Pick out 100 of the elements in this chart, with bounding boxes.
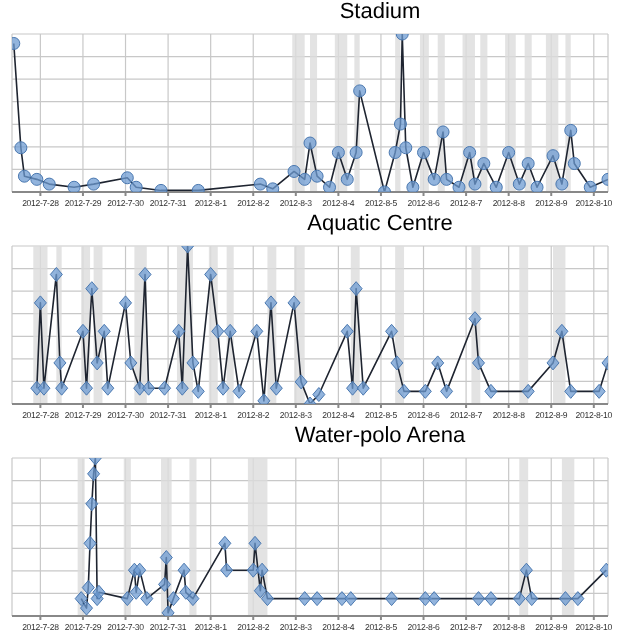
point <box>124 355 138 371</box>
point <box>269 380 283 396</box>
point <box>53 355 67 371</box>
point <box>260 591 274 607</box>
point <box>186 355 200 371</box>
point <box>179 584 193 600</box>
point <box>223 323 237 339</box>
point <box>431 355 445 371</box>
point <box>310 169 324 183</box>
point <box>340 172 354 186</box>
point <box>567 157 581 171</box>
point <box>468 177 482 191</box>
point <box>418 383 432 399</box>
point <box>349 281 363 297</box>
point <box>85 496 99 512</box>
point <box>390 355 404 371</box>
chart-title: Water-polo Arena <box>292 424 468 450</box>
point <box>436 125 450 139</box>
point <box>87 466 101 482</box>
point <box>14 141 28 155</box>
point <box>353 84 367 98</box>
point <box>484 383 498 399</box>
point <box>90 355 104 371</box>
point <box>49 266 63 282</box>
point <box>310 591 324 607</box>
point <box>17 169 31 183</box>
point <box>592 383 606 399</box>
point <box>204 266 218 282</box>
point <box>67 180 81 192</box>
point <box>472 591 486 607</box>
point <box>388 146 402 159</box>
point <box>521 383 535 399</box>
point <box>257 393 271 404</box>
point <box>340 323 354 339</box>
point <box>417 146 431 159</box>
point <box>427 172 441 186</box>
point <box>218 535 232 551</box>
point <box>253 583 267 599</box>
point <box>37 380 51 396</box>
chart-title: Stadium <box>337 0 423 26</box>
point <box>119 295 133 311</box>
point <box>177 562 191 578</box>
point <box>158 380 172 396</box>
point <box>519 562 533 578</box>
point <box>525 591 539 607</box>
point <box>129 180 143 192</box>
point <box>463 146 477 159</box>
point <box>564 123 578 137</box>
point <box>385 591 399 607</box>
point <box>80 600 93 616</box>
point <box>583 180 597 192</box>
point <box>92 584 106 600</box>
point <box>250 323 264 339</box>
point <box>253 177 267 191</box>
point <box>489 180 503 192</box>
point <box>406 180 420 192</box>
point <box>255 562 269 578</box>
point <box>530 180 544 192</box>
point <box>248 535 262 551</box>
point <box>33 295 47 311</box>
point <box>512 591 526 607</box>
point <box>393 117 407 131</box>
chart-title: Aquatic Centre <box>305 212 455 238</box>
point <box>120 171 134 185</box>
point <box>356 380 370 396</box>
point <box>546 355 560 371</box>
point <box>484 591 498 607</box>
point <box>85 281 99 297</box>
point <box>440 172 454 186</box>
point <box>555 177 569 191</box>
point <box>303 136 317 150</box>
point <box>427 591 441 607</box>
point <box>312 387 326 403</box>
point <box>323 180 337 192</box>
point <box>344 591 358 607</box>
point <box>120 591 134 607</box>
point <box>216 380 230 396</box>
point <box>232 383 246 399</box>
point <box>331 146 345 159</box>
point <box>349 146 363 159</box>
point <box>558 591 572 607</box>
point <box>440 383 454 399</box>
point <box>142 380 156 396</box>
point <box>133 562 147 578</box>
point <box>472 355 486 371</box>
point <box>129 584 143 600</box>
point <box>346 380 360 396</box>
point <box>158 576 172 592</box>
point <box>397 383 411 399</box>
point <box>399 141 413 155</box>
point <box>521 157 535 171</box>
point <box>166 591 180 607</box>
point <box>83 535 97 551</box>
point <box>74 591 88 607</box>
point <box>42 177 56 191</box>
point <box>468 311 482 327</box>
point <box>287 164 301 178</box>
point <box>80 380 93 396</box>
point <box>294 374 308 390</box>
point <box>220 562 234 578</box>
